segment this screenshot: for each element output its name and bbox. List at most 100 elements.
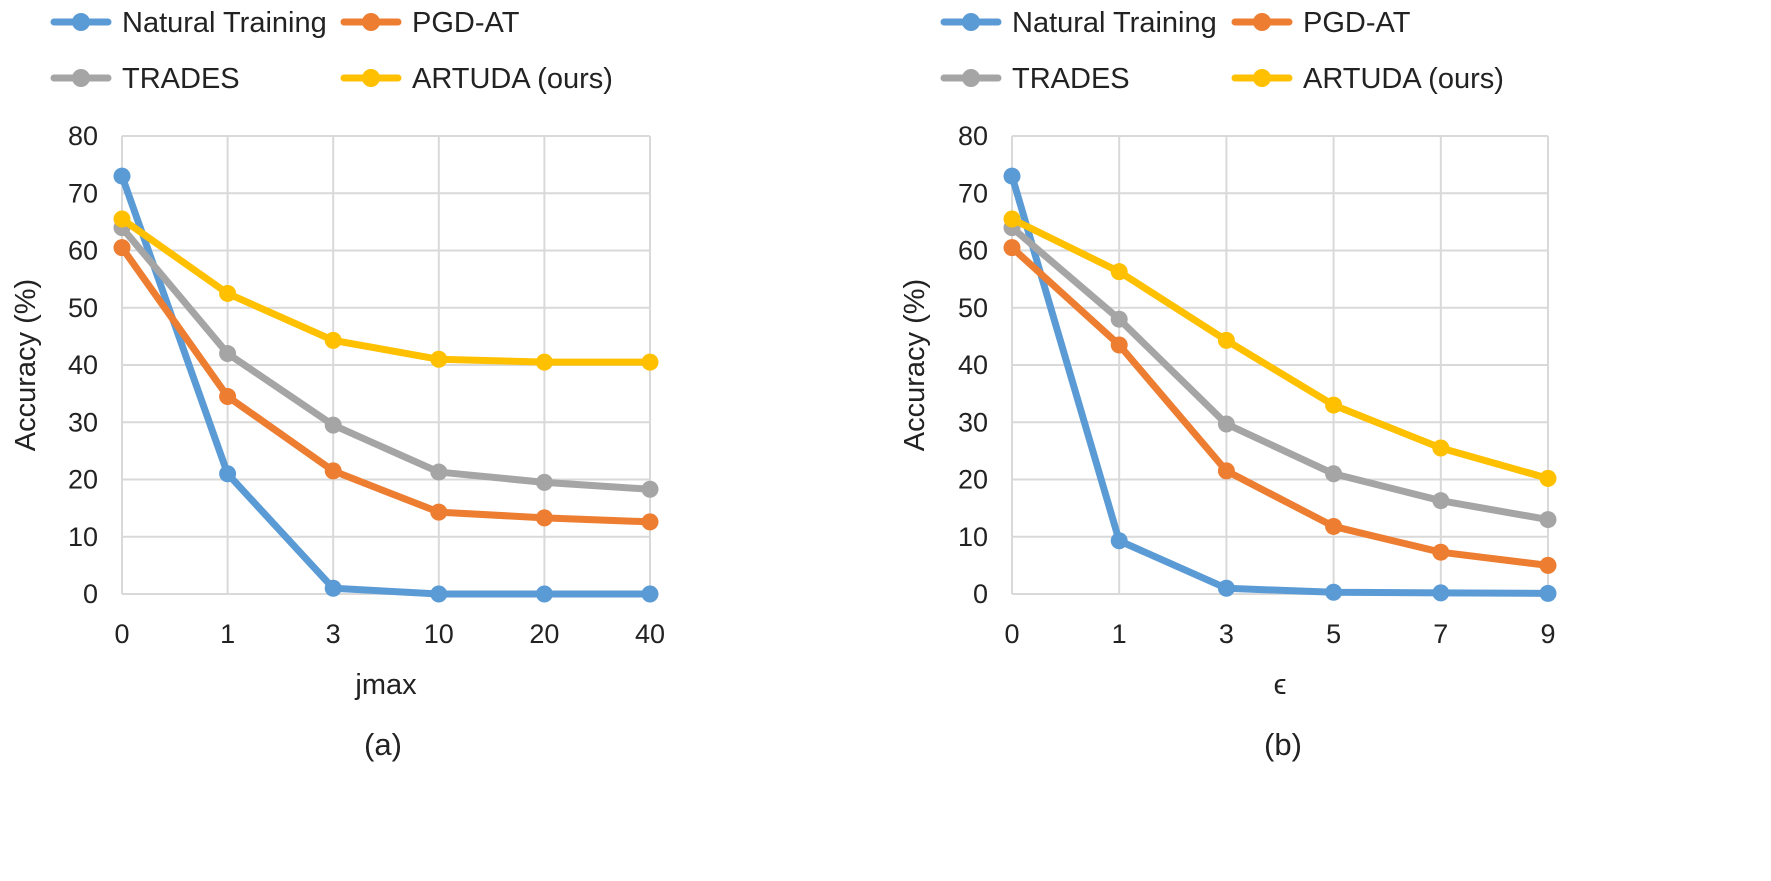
data-point-pgd-at	[219, 387, 237, 405]
legend-item-artuda-ours: ARTUDA (ours)	[340, 63, 613, 95]
data-point-natural-training	[219, 465, 237, 483]
y-tick-label: 80	[958, 121, 988, 151]
data-point-artuda-ours	[1110, 263, 1128, 281]
data-point-pgd-at	[1003, 239, 1021, 257]
legend-item-pgd-at: PGD-AT	[340, 7, 520, 39]
legend-swatch-marker	[72, 69, 90, 87]
legend-swatch-marker	[1253, 13, 1271, 31]
data-point-pgd-at	[1217, 462, 1235, 480]
x-tick-label: 1	[1112, 619, 1127, 649]
y-tick-label: 40	[958, 350, 988, 380]
chart-panel-a: 0 10 20 30 40 50 60 70 80 0 1 3 10 20 40 Natural Traini…	[10, 7, 665, 762]
series-line-pgd-at	[1008, 244, 1552, 569]
data-point-trades	[1110, 310, 1128, 328]
data-point-pgd-at	[535, 509, 553, 527]
y-tick-label: 80	[68, 121, 98, 151]
legend-label: PGD-AT	[412, 7, 520, 39]
y-tick-label: 30	[958, 407, 988, 437]
data-point-natural-training	[430, 585, 448, 603]
data-point-natural-training	[113, 167, 131, 185]
y-tick-label: 40	[68, 350, 98, 380]
series-line-artuda-ours	[1008, 215, 1552, 482]
x-tick-label: 40	[635, 619, 665, 649]
legend-label: ARTUDA (ours)	[412, 63, 613, 95]
data-point-natural-training	[1217, 579, 1235, 597]
y-tick-label: 70	[958, 178, 988, 208]
legend-swatch-marker	[72, 13, 90, 31]
legend-swatch-marker	[1253, 69, 1271, 87]
data-point-trades	[535, 473, 553, 491]
y-tick-label: 20	[68, 465, 98, 495]
y-axis-title: Accuracy (%)	[10, 279, 42, 451]
y-tick-label: 0	[973, 579, 988, 609]
data-point-pgd-at	[1110, 336, 1128, 354]
data-point-artuda-ours	[1539, 469, 1557, 487]
x-tick-label: 3	[1219, 619, 1234, 649]
y-axis-title: Accuracy (%)	[899, 279, 931, 451]
series-line-pgd-at	[118, 244, 654, 526]
legend-item-trades: TRADES	[50, 63, 240, 95]
y-tick-label: 70	[68, 178, 98, 208]
y-tick-label: 50	[958, 293, 988, 323]
y-tick-label: 0	[83, 579, 98, 609]
y-tick-label: 60	[958, 236, 988, 266]
x-tick-label: 0	[114, 619, 129, 649]
data-point-natural-training	[1110, 532, 1128, 550]
x-tick-label: 9	[1540, 619, 1555, 649]
data-point-pgd-at	[641, 513, 659, 531]
y-tick-label: 10	[958, 522, 988, 552]
data-point-pgd-at	[1539, 556, 1557, 574]
data-point-natural-training	[1325, 583, 1343, 601]
data-point-trades	[324, 416, 342, 434]
series-line-artuda-ours	[118, 215, 654, 366]
data-point-artuda-ours	[641, 353, 659, 371]
legend-label: PGD-AT	[1303, 7, 1411, 39]
legend-label: ARTUDA (ours)	[1303, 63, 1504, 95]
y-tick-label: 50	[68, 293, 98, 323]
series-line-trades	[1008, 224, 1552, 524]
legend-label: Natural Training	[122, 7, 327, 39]
data-point-artuda-ours	[219, 284, 237, 302]
data-point-artuda-ours	[430, 350, 448, 368]
data-point-trades	[1217, 415, 1235, 433]
data-point-pgd-at	[1432, 543, 1450, 561]
data-point-pgd-at	[113, 239, 131, 257]
legend-item-natural-training: Natural Training	[50, 7, 327, 39]
data-point-artuda-ours	[1432, 439, 1450, 457]
data-point-trades	[1325, 465, 1343, 483]
legend-item-natural-training: Natural Training	[940, 7, 1217, 39]
x-tick-label: 10	[424, 619, 454, 649]
data-point-pgd-at	[1325, 517, 1343, 535]
data-point-natural-training	[1432, 584, 1450, 602]
panel-caption: (a)	[364, 727, 402, 762]
data-point-trades	[1539, 511, 1557, 529]
x-tick-label: 1	[220, 619, 235, 649]
x-tick-label: 5	[1326, 619, 1341, 649]
x-axis-title: jmax	[354, 669, 417, 701]
data-point-artuda-ours	[1217, 331, 1235, 349]
x-tick-label: 3	[326, 619, 341, 649]
panel-caption: (b)	[1264, 727, 1302, 762]
y-tick-label: 60	[68, 236, 98, 266]
data-point-pgd-at	[430, 503, 448, 521]
data-point-artuda-ours	[1003, 210, 1021, 228]
legend-label: TRADES	[122, 63, 240, 95]
legend-label: TRADES	[1012, 63, 1130, 95]
data-point-trades	[219, 345, 237, 363]
x-tick-label: 20	[529, 619, 559, 649]
y-tick-label: 10	[68, 522, 98, 552]
legend-swatch-marker	[362, 13, 380, 31]
series-line-natural-training	[1008, 172, 1552, 597]
legend-swatch-marker	[962, 69, 980, 87]
data-point-natural-training	[641, 585, 659, 603]
x-axis-title: ϵ	[1274, 669, 1287, 701]
data-point-artuda-ours	[1325, 396, 1343, 414]
data-point-artuda-ours	[535, 353, 553, 371]
legend-swatch-marker	[962, 13, 980, 31]
legend-item-pgd-at: PGD-AT	[1231, 7, 1411, 39]
data-point-natural-training	[1003, 167, 1021, 185]
x-tick-label: 0	[1004, 619, 1019, 649]
data-point-artuda-ours	[324, 331, 342, 349]
legend-item-artuda-ours: ARTUDA (ours)	[1231, 63, 1504, 95]
